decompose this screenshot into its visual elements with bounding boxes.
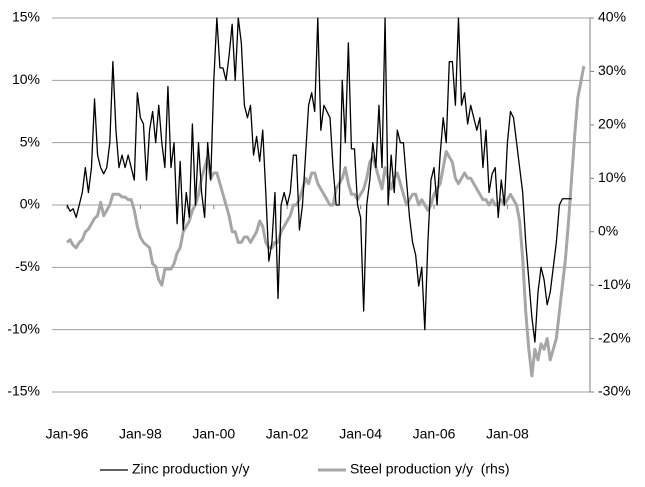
- y2-tick-label: 30%: [598, 62, 626, 78]
- y-tick-label: -15%: [7, 383, 40, 399]
- y-tick-label: 5%: [20, 133, 40, 149]
- y-tick-label: 0%: [20, 196, 40, 212]
- y-tick-label: -5%: [15, 258, 40, 274]
- series-line: [66, 17, 572, 343]
- y2-tick-label: -20%: [598, 329, 631, 345]
- x-tick-label: Jan-06: [413, 426, 456, 442]
- y2-tick-label: 20%: [598, 116, 626, 132]
- y2-tick-label: 0%: [598, 222, 618, 238]
- legend-label: Steel production y/y (rhs): [350, 461, 510, 477]
- y2-tick-label: -30%: [598, 383, 631, 399]
- x-tick-label: Jan-96: [46, 426, 89, 442]
- x-tick-label: Jan-08: [486, 426, 529, 442]
- y-tick-label: -10%: [7, 320, 40, 336]
- y-tick-label: 15%: [12, 9, 40, 25]
- x-tick-label: Jan-00: [192, 426, 235, 442]
- legend-label: Zinc production y/y: [132, 461, 250, 477]
- x-tick-label: Jan-98: [119, 426, 162, 442]
- x-tick-label: Jan-02: [266, 426, 309, 442]
- y2-tick-label: -10%: [598, 276, 631, 292]
- y2-tick-label: 40%: [598, 9, 626, 25]
- x-tick-label: Jan-04: [339, 426, 382, 442]
- y-tick-label: 10%: [12, 71, 40, 87]
- y2-tick-label: 10%: [598, 169, 626, 185]
